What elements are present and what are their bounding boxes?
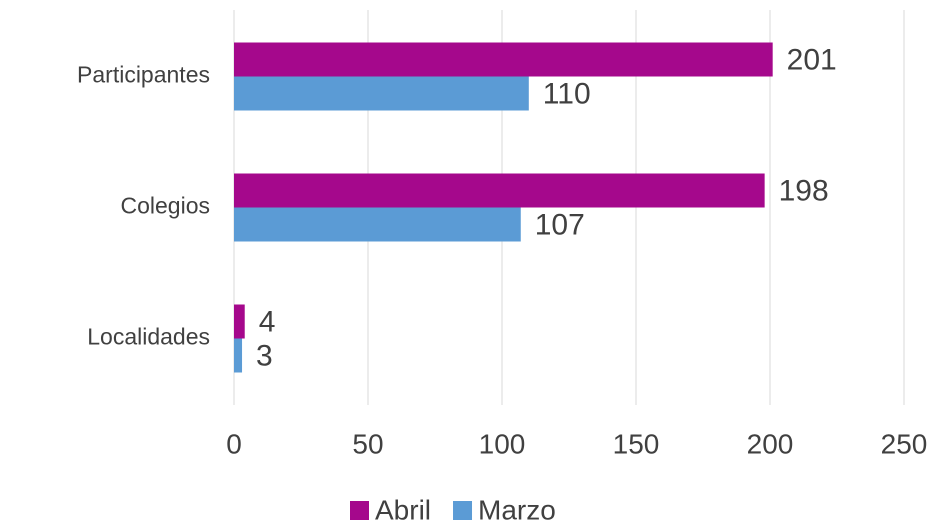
x-tick-label: 100	[479, 428, 526, 459]
x-tick-label: 250	[881, 428, 928, 459]
bar	[234, 173, 765, 208]
data-label: 110	[543, 77, 591, 110]
legend-swatch	[350, 501, 369, 520]
x-tick-label: 50	[352, 428, 383, 459]
bar	[234, 76, 529, 111]
x-tick-label: 200	[747, 428, 794, 459]
x-tick-label: 0	[226, 428, 242, 459]
bar	[234, 304, 245, 339]
legend-label: Abril	[375, 494, 431, 525]
legend-swatch	[453, 501, 473, 520]
y-tick-label: Localidades	[87, 324, 210, 350]
x-tick-label: 150	[613, 428, 660, 459]
bar	[234, 207, 521, 242]
data-label: 198	[779, 174, 829, 207]
bar	[234, 42, 773, 77]
legend-label: Marzo	[478, 494, 556, 525]
data-label: 3	[256, 339, 273, 372]
y-tick-label: Colegios	[121, 193, 211, 219]
data-label: 4	[259, 305, 276, 338]
data-label: 201	[787, 43, 837, 76]
y-tick-label: Participantes	[77, 62, 210, 88]
bar	[234, 338, 243, 373]
data-label: 107	[535, 208, 585, 241]
